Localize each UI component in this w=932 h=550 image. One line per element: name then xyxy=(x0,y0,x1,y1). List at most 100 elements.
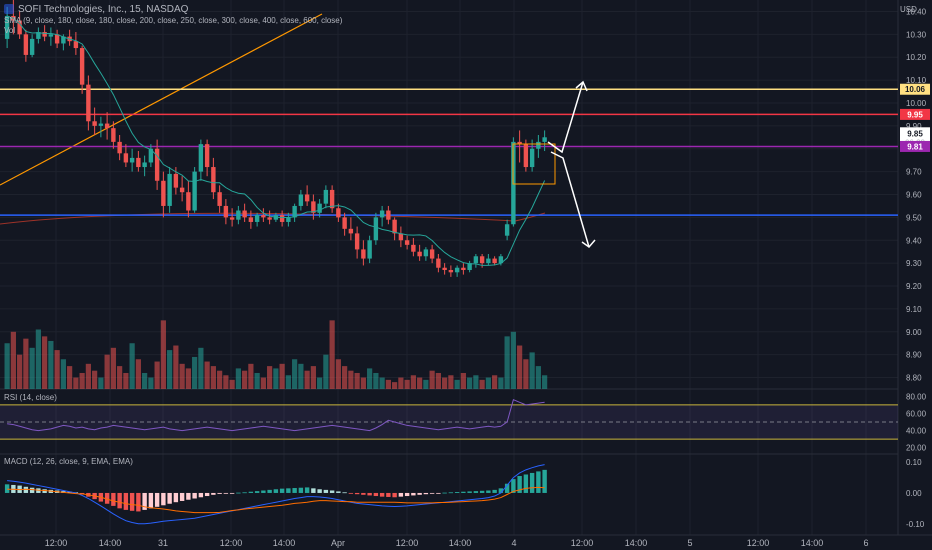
volume-bar xyxy=(410,375,416,389)
trendline[interactable] xyxy=(0,13,323,186)
volume-bar xyxy=(385,379,391,389)
macd-histogram-bar xyxy=(23,486,29,493)
candle-body xyxy=(173,173,179,188)
price-tick-label: 9.20 xyxy=(906,282,922,291)
volume-bar xyxy=(442,377,448,389)
volume-bar xyxy=(492,375,498,389)
volume-bar xyxy=(29,347,35,389)
macd-histogram-bar xyxy=(411,492,416,496)
svg-text:9.95: 9.95 xyxy=(907,110,923,119)
candle-body xyxy=(17,20,22,35)
volume-bar xyxy=(160,320,166,389)
macd-histogram-bar xyxy=(67,491,72,493)
macd-histogram-bar xyxy=(29,487,35,493)
macd-histogram-bar xyxy=(154,492,160,507)
macd-histogram-bar xyxy=(498,488,504,493)
candle-body xyxy=(104,123,110,129)
arrow-head-up-icon xyxy=(575,80,588,92)
grid-lines xyxy=(0,0,898,535)
macd-histogram-bar xyxy=(492,489,497,493)
candle-body xyxy=(392,219,397,234)
macd-histogram-bar xyxy=(429,492,435,494)
volume-bar xyxy=(535,366,541,389)
candle-body xyxy=(386,210,391,220)
candle-body xyxy=(486,258,491,264)
price-tick-label: 10.40 xyxy=(906,7,927,16)
candle-body xyxy=(161,180,166,206)
candle-body xyxy=(136,157,141,168)
candle-body xyxy=(36,32,41,39)
macd-histogram-bar xyxy=(436,492,441,494)
volume-bar xyxy=(517,345,523,389)
macd-histogram-bar xyxy=(467,491,472,493)
volume-bar xyxy=(185,368,191,389)
volume-bar xyxy=(435,372,441,389)
volume-bar xyxy=(373,372,379,389)
rsi-line xyxy=(7,399,545,432)
range-box[interactable] xyxy=(512,143,556,185)
volume-bar xyxy=(510,331,516,389)
macd-legend[interactable]: MACD (12, 26, close, 9, EMA, EMA) xyxy=(4,457,133,466)
candle-body xyxy=(479,256,485,264)
candle-body xyxy=(192,171,197,211)
price-tick-label: 9.60 xyxy=(906,191,922,200)
macd-histogram-bar xyxy=(286,488,291,493)
macd-histogram-bar xyxy=(392,492,397,498)
price-tick-label: 9.40 xyxy=(906,236,922,245)
volume-bar xyxy=(123,372,129,389)
candle-body xyxy=(148,148,154,163)
volume-bar xyxy=(17,354,23,389)
macd-histogram-bar xyxy=(379,492,385,497)
volume-bar xyxy=(285,375,291,389)
volume-bar xyxy=(342,366,348,389)
macd-histogram-bar xyxy=(348,492,354,494)
macd-histogram-bar xyxy=(536,471,541,493)
macd-tick-label: 0.00 xyxy=(906,489,922,498)
volume-bar xyxy=(417,377,423,389)
candle-body xyxy=(467,263,472,271)
candle-body xyxy=(217,192,222,206)
price-tick-label: 9.90 xyxy=(906,122,922,131)
macd-histogram-bar xyxy=(42,489,47,493)
macd-histogram-bar xyxy=(267,489,272,493)
bearish-projection-arrow[interactable] xyxy=(550,151,590,248)
time-tick-label: 14:00 xyxy=(801,538,824,548)
macd-histogram-bar xyxy=(529,472,535,493)
macd-histogram-bar xyxy=(117,492,122,509)
volume-bar xyxy=(504,336,510,389)
candle-body xyxy=(429,249,435,259)
volume-bar xyxy=(54,350,60,389)
macd-histogram-bar xyxy=(486,490,491,493)
price-tick-label: 9.50 xyxy=(906,213,922,222)
chart-title[interactable]: SOFI Technologies, Inc., 15, NASDAQ xyxy=(18,4,189,15)
macd-histogram-bar xyxy=(279,488,285,493)
macd-histogram-bar xyxy=(448,492,454,494)
candle-body xyxy=(454,267,460,273)
candle-body xyxy=(248,217,254,222)
purple-price-badge: 9.81 xyxy=(900,140,930,152)
candle-body xyxy=(111,128,116,142)
volume-bar xyxy=(192,356,198,389)
bullish-projection-arrow[interactable] xyxy=(547,81,584,154)
time-tick-label: 14:00 xyxy=(449,538,472,548)
candle-body xyxy=(423,249,429,257)
macd-histogram-bar xyxy=(204,492,210,497)
volume-bar xyxy=(529,352,535,389)
candle-body xyxy=(417,251,422,257)
candle-body xyxy=(398,233,404,241)
volume-bar xyxy=(60,359,66,389)
macd-histogram-bar xyxy=(461,491,466,493)
sma-legend[interactable]: SMA (9, close, 180, close, 180, close, 2… xyxy=(4,16,343,25)
volume-bar xyxy=(329,320,335,389)
volume-bar xyxy=(42,336,48,389)
macd-histogram-bar xyxy=(329,490,335,493)
volume-legend[interactable]: Vol xyxy=(4,26,15,35)
volume-bar xyxy=(10,331,16,389)
volume-bar xyxy=(454,379,460,389)
volume-bar xyxy=(79,372,85,389)
rsi-legend[interactable]: RSI (14, close) xyxy=(4,393,57,402)
rsi-tick-label: 80.00 xyxy=(906,392,927,401)
macd-histogram-bar xyxy=(373,492,379,497)
macd-histogram-bar xyxy=(298,487,304,493)
